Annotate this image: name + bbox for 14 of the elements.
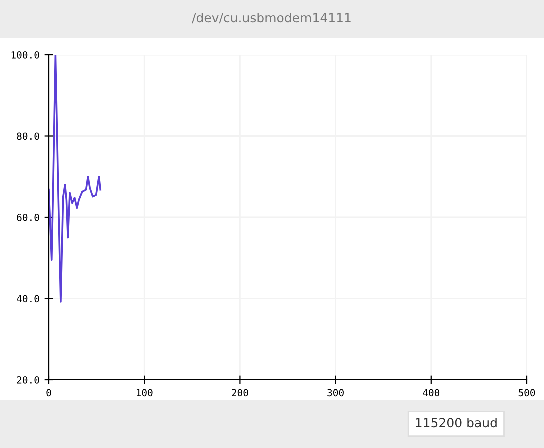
y-tick-label: 40.0	[17, 295, 40, 303]
x-tick-label: 300	[328, 389, 344, 397]
x-tick-label: 500	[518, 389, 536, 397]
x-tick-label: 400	[423, 389, 440, 397]
y-tick-label: 20.0	[17, 376, 40, 384]
chart-title: /dev/cu.usbmodem14111	[192, 12, 351, 24]
x-tick-label: 200	[232, 389, 248, 397]
y-tick-label: 60.0	[17, 214, 40, 222]
y-tick-label: 100.0	[12, 52, 40, 59]
x-tick-label: 0	[46, 389, 52, 397]
x-tick-label: 100	[136, 389, 153, 397]
y-tick-label: 80.0	[17, 132, 40, 140]
line-series	[49, 55, 102, 303]
text: 115200 baud	[416, 418, 497, 428]
